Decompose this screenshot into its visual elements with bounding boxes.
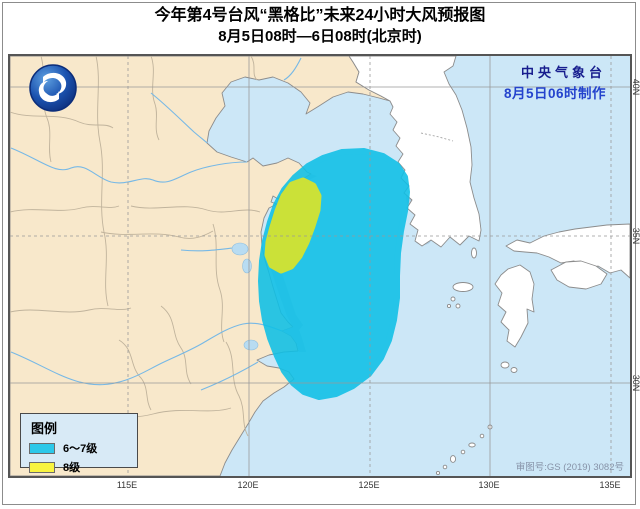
legend-item-8: 8级 [29, 459, 137, 475]
page-title: 今年第4号台风“黑格比”未来24小时大风预报图 [154, 7, 486, 24]
cma-logo-circle [29, 64, 77, 112]
legend-swatch-6-7 [29, 442, 55, 454]
yangtze-river [10, 322, 283, 386]
tsushima-island [471, 247, 477, 259]
legend-title: 图例 [31, 421, 58, 436]
qiantang-river [200, 361, 259, 391]
axis-label-130e: 130E [478, 480, 500, 490]
japan-shikoku [550, 260, 608, 290]
axis-label-40n: 40N [631, 78, 640, 96]
credit-block: 中央气象台 8月5日06时制作 [504, 62, 606, 102]
province-borders [10, 56, 261, 437]
axis-label-35n: 35N [631, 227, 640, 245]
axis-label-135e: 135E [599, 480, 621, 490]
credit-issued: 8月5日06时制作 [503, 86, 606, 101]
cma-logo [29, 64, 77, 112]
yellow-river [10, 147, 248, 184]
credit-agency: 中央气象台 [520, 65, 606, 80]
legend-item-6-7: 6～7级 [29, 440, 137, 456]
legend: 图例 6～7级 8级 [20, 413, 138, 474]
axis-label-125e: 125E [358, 480, 380, 490]
wind-area-8 [264, 177, 322, 274]
axis-label-115e: 115E [116, 480, 138, 490]
legend-swatch-8 [29, 461, 55, 473]
axis-label-120e: 120E [237, 480, 259, 490]
korea-peninsula [348, 56, 482, 248]
korea-dmz-line [420, 132, 454, 142]
map-approval-number: 审图号:GS (2019) 3082号 [515, 462, 624, 473]
rivers [10, 57, 302, 391]
liao-river [283, 57, 302, 81]
hai-river [150, 92, 208, 144]
cma-logo-swirl [38, 72, 67, 103]
legend-label-6-7: 6～7级 [63, 443, 98, 455]
axis-label-30n: 30N [631, 374, 640, 392]
map-title-block: 今年第4号台风“黑格比”未来24小时大风预报图 8月5日08时—6日08时(北京… [0, 5, 640, 47]
huai-river [180, 247, 233, 252]
map-canvas [10, 56, 630, 476]
page-subtitle: 8月5日08时—6日08时(北京时) [218, 28, 422, 45]
japan-islands [435, 223, 630, 476]
japan-kyushu [494, 264, 535, 348]
forecast-map: 中央气象台 8月5日06时制作 图例 6～7级 8级 审图号:GS (2019)… [8, 54, 632, 478]
graticule [10, 56, 630, 476]
ryukyu-islands [435, 424, 493, 476]
jeju-island [452, 282, 474, 292]
legend-label-8: 8级 [63, 462, 81, 474]
japan-honshu [505, 223, 630, 279]
